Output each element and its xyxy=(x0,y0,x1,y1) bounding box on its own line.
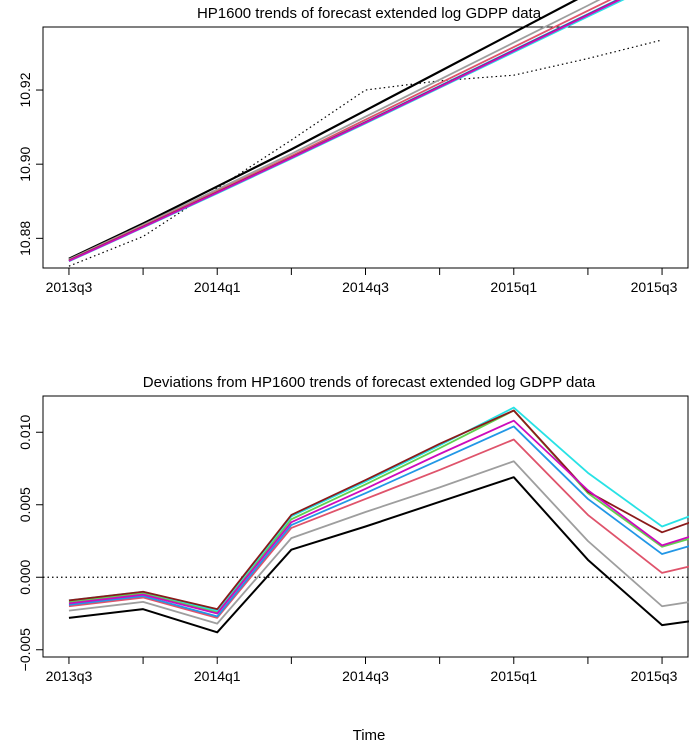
trend-x-tick-label: 2013q3 xyxy=(46,279,93,295)
deviation-x-tick-label: 2015q1 xyxy=(490,668,537,684)
trend-series-line-3 xyxy=(68,0,601,261)
trend-chart-title: HP1600 trends of forecast extended log G… xyxy=(197,5,542,22)
trend-x-axis: 2013q3 2014q1 2014q3 2015q1 2015q3 xyxy=(46,268,678,295)
deviation-x-axis: 2013q3 2014q1 2014q3 2015q1 2015q3 xyxy=(46,657,678,684)
trend-y-tick-label: 10.90 xyxy=(17,146,33,181)
trend-y-tick-label: 10.88 xyxy=(17,221,33,256)
deviation-x-tick-label: 2014q3 xyxy=(342,668,389,684)
deviation-chart-title: Deviations from HP1600 trends of forecas… xyxy=(143,374,596,391)
trend-plot-frame xyxy=(42,26,689,269)
trend-x-tick-label: 2014q1 xyxy=(194,279,241,295)
trend-series-group xyxy=(68,0,663,267)
deviation-series-line-1 xyxy=(68,476,689,634)
deviation-x-tick-label: 2013q3 xyxy=(46,668,93,684)
deviation-series-line-3 xyxy=(68,438,689,619)
trend-y-tick-label: 10.92 xyxy=(17,72,33,107)
trend-series-line-9 xyxy=(68,0,622,262)
trend-series-line-1 xyxy=(68,39,663,267)
deviation-x-tick-label: 2015q3 xyxy=(631,668,678,684)
trend-series-line-7 xyxy=(68,0,625,263)
trend-series-line-2 xyxy=(68,0,579,260)
deviation-y-tick-label: −0.005 xyxy=(17,628,33,671)
deviation-x-axis-label: Time xyxy=(353,727,386,744)
deviation-x-tick-label: 2014q1 xyxy=(194,668,241,684)
deviation-series-line-4 xyxy=(68,425,689,618)
trend-x-tick-label: 2015q1 xyxy=(490,279,537,295)
deviation-y-tick-label: 0.005 xyxy=(17,487,33,522)
deviation-series-line-7 xyxy=(68,409,689,611)
deviation-series-line-6 xyxy=(68,406,689,612)
deviation-series-line-2 xyxy=(68,460,689,625)
trend-series-line-6 xyxy=(68,0,622,262)
trend-y-axis: 10.88 10.90 10.92 xyxy=(17,72,43,256)
deviation-y-axis: −0.005 0.000 0.005 0.010 xyxy=(17,415,43,671)
deviation-series-line-8 xyxy=(68,419,689,615)
deviation-series-line-5 xyxy=(68,409,689,613)
trend-x-tick-label: 2014q3 xyxy=(342,279,389,295)
deviation-y-tick-label: 0.010 xyxy=(17,415,33,450)
trend-panel: HP1600 trends of forecast extended log G… xyxy=(17,0,689,295)
deviation-series-group xyxy=(68,406,689,634)
deviation-y-tick-label: 0.000 xyxy=(17,560,33,595)
deviation-panel: Deviations from HP1600 trends of forecas… xyxy=(17,374,689,744)
trend-x-tick-label: 2015q3 xyxy=(631,279,678,295)
